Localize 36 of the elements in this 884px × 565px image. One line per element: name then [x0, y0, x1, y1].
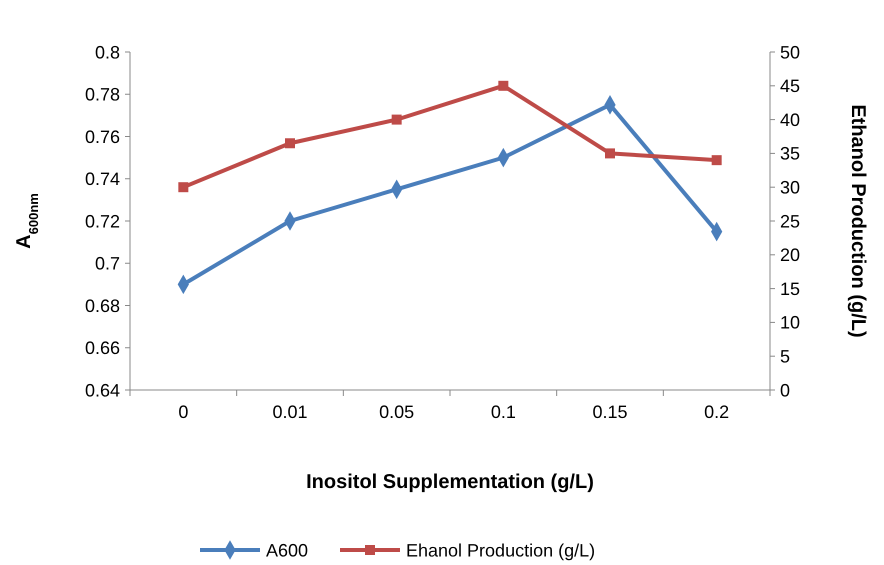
point: [178, 182, 188, 192]
y-tick-label: 0.76: [84, 126, 120, 147]
point: [712, 155, 722, 166]
y-tick-label: 0.8: [94, 42, 120, 62]
y2-tick-label: 20: [780, 245, 800, 266]
y-tick-label: 0.72: [84, 211, 120, 232]
y2-tick-label: 15: [780, 278, 800, 299]
x-axis-title: Inositol Supplementation (g/L): [306, 471, 594, 493]
y2-tick-label: 10: [780, 312, 800, 333]
x-tick-label: 0.05: [379, 402, 414, 422]
y-tick-label: 0.64: [84, 380, 120, 400]
legend-label: Ehanol Production (g/L): [406, 540, 596, 560]
y2-tick-label: 35: [780, 144, 800, 164]
x-tick-label: 0.01: [272, 402, 308, 422]
y2-tick-label: 5: [780, 346, 790, 366]
point: [605, 148, 615, 158]
x-tick-label: 0.1: [490, 402, 516, 422]
point: [285, 138, 295, 148]
y-tick-label: 0.7: [94, 254, 120, 274]
x-tick-label: 0: [178, 402, 188, 422]
legend-label: A600: [266, 540, 308, 560]
point: [392, 114, 402, 125]
y2-tick-label: 50: [780, 42, 800, 62]
y2-tick-label: 30: [780, 178, 800, 198]
point: [498, 80, 508, 91]
y2-tick-label: 0: [780, 380, 790, 400]
y2-tick-label: 40: [780, 110, 800, 130]
y-tick-label: 0.74: [84, 169, 120, 190]
y-tick-label: 0.78: [84, 84, 120, 105]
y-tick-label: 0.66: [84, 338, 120, 358]
y-tick-label: 0.68: [84, 296, 120, 316]
y2-axis-title: Ethanol Production (g/L): [847, 104, 869, 338]
y2-tick-label: 25: [780, 211, 800, 232]
y2-tick-label: 45: [780, 76, 800, 96]
x-tick-label: 0.15: [592, 402, 628, 422]
x-tick-label: 0.2: [704, 402, 730, 422]
